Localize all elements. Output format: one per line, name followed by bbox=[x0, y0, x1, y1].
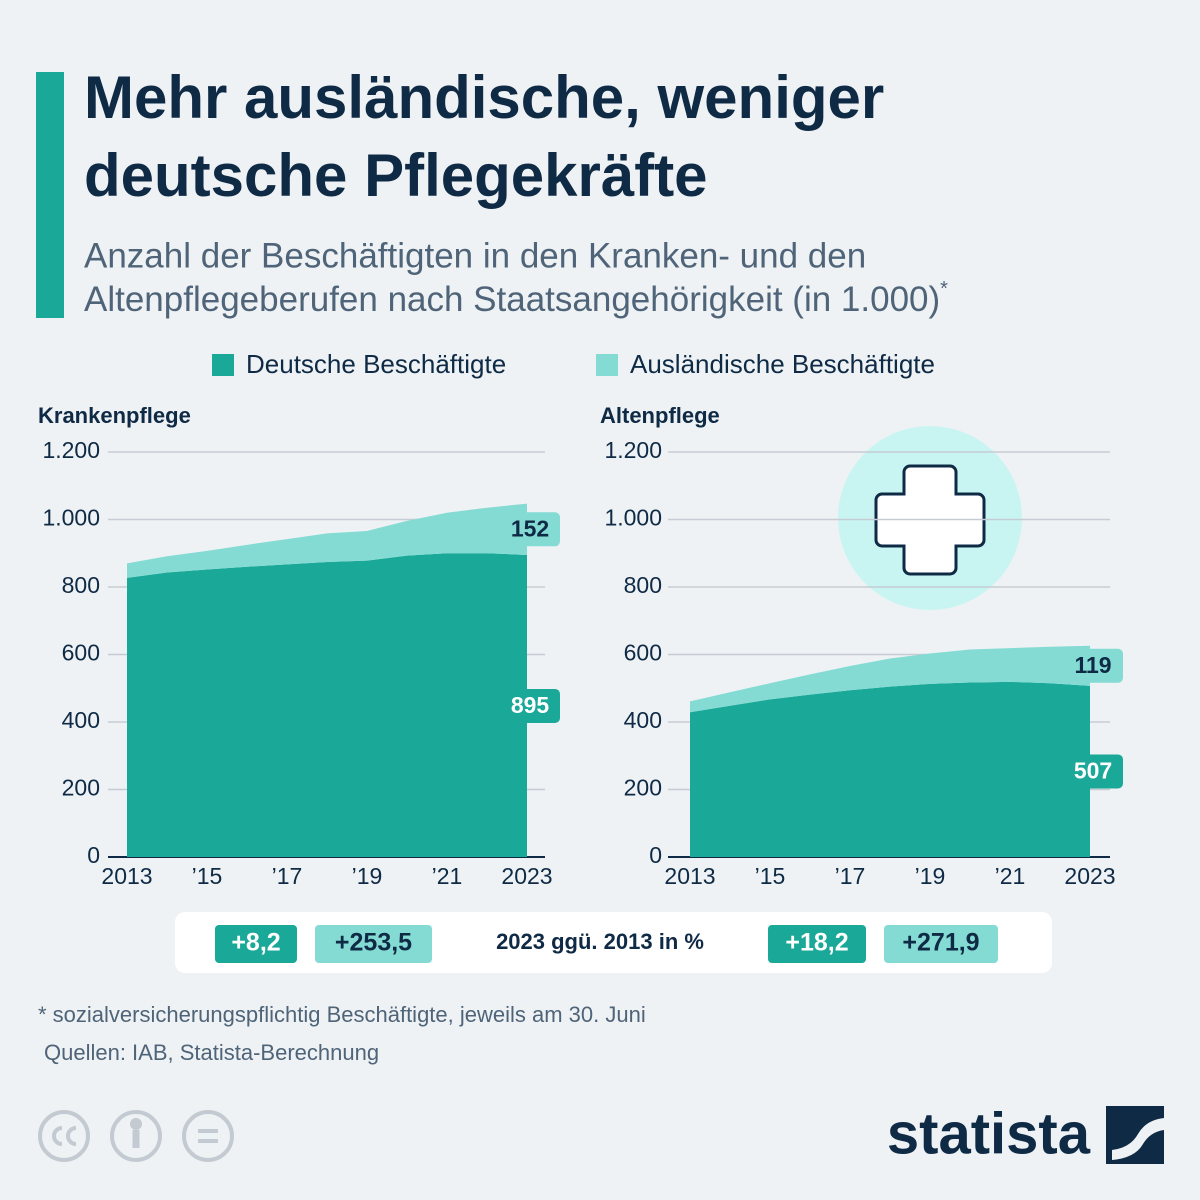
icon-by-head bbox=[130, 1118, 142, 1130]
areas bbox=[690, 645, 1090, 857]
brand-logo bbox=[1106, 1106, 1164, 1164]
y-tick-label: 0 bbox=[649, 842, 662, 868]
subtitle-line: Anzahl der Beschäftigten in den Kranken-… bbox=[84, 236, 866, 275]
value-label-box bbox=[1063, 754, 1123, 789]
area-series bbox=[690, 645, 1090, 713]
y-tick-label: 0 bbox=[87, 842, 100, 868]
y-tick-label: 1.000 bbox=[42, 505, 100, 531]
title-line: Mehr ausländische, weniger bbox=[84, 64, 884, 131]
value-label: 119 bbox=[1074, 652, 1111, 678]
y-tick-label: 1.200 bbox=[604, 437, 662, 463]
change-label: +271,9 bbox=[902, 929, 979, 957]
icon-cc bbox=[38, 1110, 90, 1162]
x-tick-label: ’17 bbox=[835, 863, 866, 889]
change-box bbox=[768, 925, 866, 963]
y-tick-label: 400 bbox=[624, 707, 662, 733]
y-tick-label: 200 bbox=[624, 775, 662, 801]
subtitle-text: Altenpflegeberufen nach Staatsangehörigk… bbox=[84, 280, 940, 319]
source: Quellen: IAB, Statista-Berechnung bbox=[44, 1040, 379, 1065]
logo-swoosh bbox=[1112, 1118, 1164, 1160]
x-tick-label: ’21 bbox=[995, 863, 1026, 889]
icon-cc-glyph bbox=[52, 1126, 77, 1146]
change-box bbox=[315, 925, 432, 963]
icon-nd-glyph bbox=[198, 1129, 218, 1143]
x-tick-label: ’15 bbox=[192, 863, 223, 889]
brand: statista bbox=[887, 1101, 1091, 1166]
y-tick-label: 600 bbox=[62, 640, 100, 666]
y-tick-label: 200 bbox=[62, 775, 100, 801]
area-series bbox=[127, 503, 527, 578]
title-line: deutsche Pflegekräfte bbox=[84, 142, 708, 209]
legend-label: Ausländische Beschäftigte bbox=[630, 349, 935, 379]
x-tick-label: ’21 bbox=[432, 863, 463, 889]
panel-title: Altenpflege bbox=[600, 403, 720, 428]
legend-label: Deutsche Beschäftigte bbox=[246, 349, 506, 379]
area-series bbox=[127, 553, 527, 857]
x-tick-label: 2023 bbox=[501, 863, 552, 889]
icon-nd bbox=[182, 1110, 234, 1162]
change-box bbox=[884, 925, 998, 963]
x-tick-label: ’17 bbox=[272, 863, 303, 889]
icon-by bbox=[110, 1110, 162, 1162]
y-tick-label: 400 bbox=[62, 707, 100, 733]
y-tick-label: 1.000 bbox=[604, 505, 662, 531]
value-label-box bbox=[1063, 648, 1123, 683]
areas bbox=[127, 503, 527, 857]
change-label: +253,5 bbox=[335, 929, 412, 957]
value-label-box bbox=[500, 688, 560, 723]
change-label: +8,2 bbox=[231, 929, 280, 957]
accent-bar bbox=[36, 72, 64, 318]
legend-swatch bbox=[212, 354, 234, 376]
panel-title: Krankenpflege bbox=[38, 403, 191, 428]
cross-icon bbox=[838, 426, 1022, 610]
y-tick-label: 1.200 bbox=[42, 437, 100, 463]
subtitle-mark: * bbox=[940, 278, 948, 300]
value-label-box bbox=[500, 512, 560, 547]
x-tick-label: 2013 bbox=[664, 863, 715, 889]
license-icons bbox=[38, 1110, 234, 1162]
value-label: 507 bbox=[1074, 758, 1112, 784]
legend-swatch bbox=[596, 354, 618, 376]
footnote: * sozialversicherungspflichtig Beschäfti… bbox=[38, 1002, 646, 1027]
area-series bbox=[690, 681, 1090, 857]
x-tick-label: ’19 bbox=[352, 863, 383, 889]
x-tick-label: 2013 bbox=[101, 863, 152, 889]
change-label: +18,2 bbox=[785, 929, 848, 957]
x-tick-label: 2023 bbox=[1064, 863, 1115, 889]
comparison-label: 2023 ggü. 2013 in % bbox=[496, 929, 704, 954]
y-tick-label: 800 bbox=[62, 572, 100, 598]
x-tick-label: ’15 bbox=[755, 863, 786, 889]
change-box bbox=[215, 925, 297, 963]
x-tick-label: ’19 bbox=[915, 863, 946, 889]
value-label: 895 bbox=[511, 692, 550, 718]
subtitle-line: Altenpflegeberufen nach Staatsangehörigk… bbox=[84, 278, 948, 319]
y-tick-label: 800 bbox=[624, 572, 662, 598]
y-tick-label: 600 bbox=[624, 640, 662, 666]
value-label: 152 bbox=[511, 515, 549, 541]
